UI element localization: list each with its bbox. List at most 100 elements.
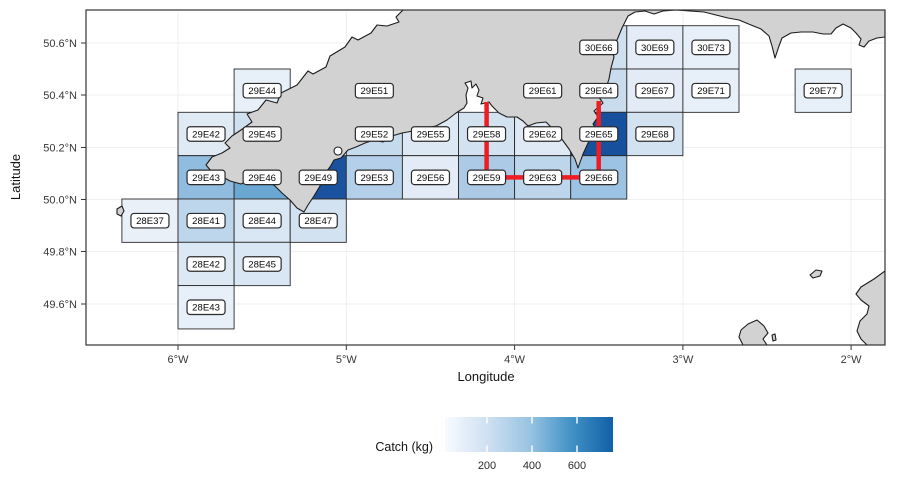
cell-label-30E69: 30E69 xyxy=(635,39,675,56)
cell-label-box xyxy=(130,212,170,229)
legend-tick-label: 200 xyxy=(478,460,496,472)
cell-label-30E73: 30E73 xyxy=(691,39,731,56)
cell-label-box xyxy=(579,169,619,186)
cell-label-box xyxy=(579,39,619,56)
legend-colorbar: Catch (kg) 200 400 600 xyxy=(375,417,613,472)
cell-label-text: 28E42 xyxy=(192,259,220,270)
cell-label-29E63: 29E63 xyxy=(523,169,563,186)
cell-label-text: 29E55 xyxy=(417,129,445,140)
legend-gradient-bar xyxy=(445,417,613,452)
cell-label-text: 29E56 xyxy=(417,173,445,184)
rectangle-labels-layer: 30E66 30E69 30E73 29E44 29E51 29E61 29E64 29E67… xyxy=(130,39,843,316)
legend-title: Catch (kg) xyxy=(375,440,433,454)
cell-label-box xyxy=(523,126,563,142)
cell-label-text: 29E58 xyxy=(473,129,501,140)
cell-label-28E41: 28E41 xyxy=(186,212,226,229)
cell-label-29E66: 29E66 xyxy=(579,169,619,186)
cell-label-text: 29E46 xyxy=(248,173,276,184)
cell-label-text: 30E69 xyxy=(641,43,669,54)
cell-label-29E53: 29E53 xyxy=(354,169,394,186)
alderney-island xyxy=(809,269,823,279)
cell-label-box xyxy=(410,169,451,186)
cell-label-text: 29E64 xyxy=(585,86,613,97)
sark-island xyxy=(771,333,777,342)
legend-tick-label: 600 xyxy=(568,460,586,472)
cell-label-text: 29E49 xyxy=(304,173,332,184)
cell-label-text: 30E66 xyxy=(585,43,613,54)
legend-tick-label: 400 xyxy=(523,460,541,472)
cell-label-box xyxy=(523,82,563,99)
cell-label-text: 29E71 xyxy=(697,86,725,97)
cell-label-box xyxy=(298,212,338,229)
cell-label-text: 28E45 xyxy=(248,259,276,270)
cell-label-29E67: 29E67 xyxy=(635,82,675,99)
cell-label-box xyxy=(466,169,507,186)
cell-label-text: 29E68 xyxy=(641,129,669,140)
cell-label-box xyxy=(354,82,394,99)
axis-ticks: 6°W 5°W 4°W 3°W 2°W 50.6°N 50.4°N 50.2°N 50.0°N 4… xyxy=(43,38,862,366)
cell-label-text: 28E41 xyxy=(192,216,220,227)
y-tick-label: 49.6°N xyxy=(43,299,77,311)
cell-label-box xyxy=(466,126,507,142)
cell-label-box xyxy=(298,169,338,186)
cell-label-box xyxy=(354,169,394,186)
cell-label-box xyxy=(186,299,226,316)
cell-label-29E68: 29E68 xyxy=(635,126,675,142)
cell-label-text: 29E59 xyxy=(473,173,501,184)
x-tick-label: 3°W xyxy=(672,354,694,366)
cell-label-text: 30E73 xyxy=(697,43,725,54)
cell-label-29E56: 29E56 xyxy=(410,169,451,186)
cell-label-box xyxy=(186,126,226,142)
cell-label-29E52: 29E52 xyxy=(354,126,394,142)
cell-label-text: 29E43 xyxy=(192,173,220,184)
cell-label-box xyxy=(242,212,282,229)
cell-label-29E43: 29E43 xyxy=(186,169,226,186)
cell-label-text: 28E47 xyxy=(304,216,332,227)
y-tick-label: 50.2°N xyxy=(43,142,77,154)
cell-label-29E45: 29E45 xyxy=(242,126,282,142)
y-tick-label: 50.4°N xyxy=(43,90,77,102)
y-tick-label: 49.8°N xyxy=(43,246,77,258)
x-axis-title: Longitude xyxy=(457,369,514,384)
cell-label-box xyxy=(691,39,731,56)
cell-label-29E42: 29E42 xyxy=(186,126,226,142)
cell-label-box xyxy=(579,82,619,99)
cell-label-28E44: 28E44 xyxy=(242,212,282,229)
cell-label-text: 29E63 xyxy=(529,173,557,184)
cell-label-text: 29E77 xyxy=(809,86,837,97)
cell-label-text: 28E43 xyxy=(192,303,220,314)
cell-label-box xyxy=(635,126,675,142)
cell-label-28E45: 28E45 xyxy=(242,256,282,272)
cell-label-box xyxy=(635,82,675,99)
cell-label-29E64: 29E64 xyxy=(579,82,619,99)
cell-label-box xyxy=(186,256,226,272)
cell-label-box xyxy=(242,256,282,272)
cell-label-box xyxy=(410,126,451,142)
cell-label-29E55: 29E55 xyxy=(410,126,451,142)
x-tick-label: 4°W xyxy=(504,354,526,366)
cell-label-text: 29E45 xyxy=(248,129,276,140)
cell-label-text: 29E44 xyxy=(248,86,276,97)
cell-label-box xyxy=(186,212,226,229)
cell-label-29E44: 29E44 xyxy=(242,82,282,99)
cell-label-box xyxy=(242,169,282,186)
cell-label-text: 29E42 xyxy=(192,129,220,140)
cell-label-box xyxy=(242,126,282,142)
y-tick-label: 50.0°N xyxy=(43,194,77,206)
cell-label-29E46: 29E46 xyxy=(242,169,282,186)
cell-label-text: 29E67 xyxy=(641,86,669,97)
cell-label-28E43: 28E43 xyxy=(186,299,226,316)
cell-label-box xyxy=(523,169,563,186)
panel-border xyxy=(85,9,886,346)
cell-label-box xyxy=(691,82,731,99)
cell-label-29E59: 29E59 xyxy=(466,169,507,186)
cell-label-text: 28E37 xyxy=(136,216,164,227)
cell-label-box xyxy=(803,82,843,99)
cell-label-text: 29E66 xyxy=(585,173,613,184)
cell-label-box xyxy=(186,169,226,186)
cell-label-text: 29E61 xyxy=(529,86,557,97)
cell-label-28E37: 28E37 xyxy=(130,212,170,229)
y-tick-label: 50.6°N xyxy=(43,38,77,50)
x-tick-label: 6°W xyxy=(168,354,190,366)
